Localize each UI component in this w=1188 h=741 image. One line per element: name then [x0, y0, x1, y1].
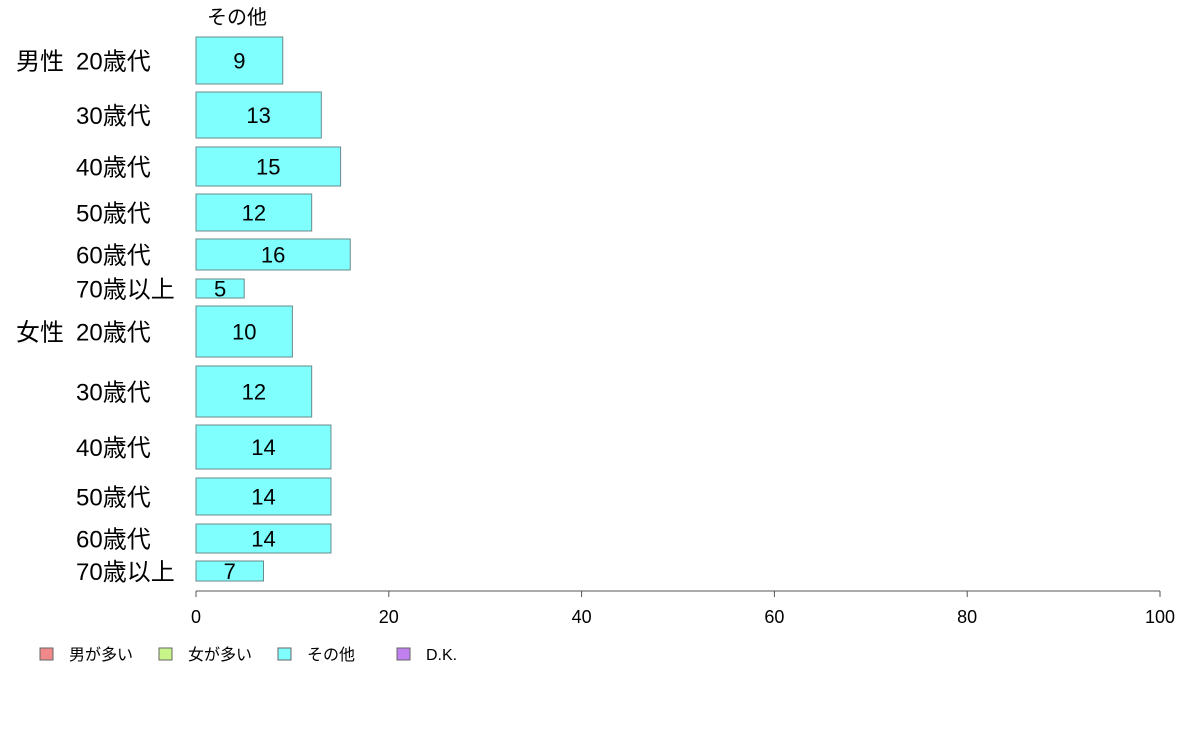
- bar-4: [195, 193, 313, 232]
- bar-group: 9 13 15 12 16 510 12 14 14 14 7: [195, 36, 351, 584]
- x-tick-label: 20: [379, 607, 399, 627]
- series-header-label: その他: [207, 6, 267, 29]
- bar-2: [195, 91, 322, 139]
- category-label: 50歳代: [76, 485, 151, 512]
- category-label: 20歳代: [76, 320, 151, 347]
- bar-10: [195, 477, 332, 516]
- x-tick-label: 60: [764, 607, 784, 627]
- x-tick-label: 80: [957, 607, 977, 627]
- data-label-7: 10: [232, 320, 256, 345]
- legend-swatch: [39, 647, 54, 661]
- category-label: 60歳代: [76, 243, 151, 270]
- data-label-8: 12: [242, 380, 266, 405]
- category-label: 30歳代: [76, 380, 151, 407]
- legend-swatch: [277, 647, 292, 661]
- bar-12: [195, 560, 264, 582]
- data-label-3: 15: [256, 155, 280, 180]
- legend: 男が多い 女が多い その他 D.K.: [39, 645, 457, 664]
- category-label: 70歳以上: [76, 277, 175, 304]
- data-label-1: 9: [233, 49, 245, 74]
- category-label: 20歳代: [76, 49, 151, 76]
- bar-9: [195, 424, 332, 470]
- data-label-6: 5: [214, 277, 226, 302]
- data-label-9: 14: [251, 435, 275, 460]
- x-tick-label: 40: [572, 607, 592, 627]
- data-label-4: 12: [242, 201, 266, 226]
- legend-label: D.K.: [426, 647, 457, 664]
- category-labels: 20歳代男性30歳代40歳代50歳代60歳代70歳以上20歳代女性30歳代40歳…: [16, 49, 175, 587]
- data-label-11: 14: [251, 527, 275, 552]
- legend-label: その他: [307, 646, 355, 664]
- category-label: 50歳代: [76, 201, 151, 228]
- bar-11: [195, 523, 332, 554]
- group-label: 女性: [16, 320, 64, 347]
- category-label: 40歳代: [76, 155, 151, 182]
- x-axis: 0 20 40 60 80 100: [191, 590, 1175, 627]
- bar-5: [195, 238, 351, 271]
- legend-swatch: [158, 647, 173, 661]
- bar-8: [195, 365, 313, 418]
- data-label-12: 7: [224, 559, 236, 584]
- group-label: 男性: [16, 49, 64, 76]
- bar-1: [195, 36, 284, 85]
- legend-label: 女が多い: [188, 645, 252, 664]
- x-tick-label: 100: [1145, 607, 1175, 627]
- bar-3: [195, 146, 342, 187]
- data-label-10: 14: [251, 485, 275, 510]
- category-label: 70歳以上: [76, 559, 175, 586]
- legend-label: 男が多い: [69, 646, 133, 664]
- category-label: 30歳代: [76, 103, 151, 130]
- legend-swatch: [396, 647, 411, 661]
- category-label: 40歳代: [76, 435, 151, 462]
- bar-7: [195, 305, 293, 358]
- data-label-2: 13: [246, 103, 270, 128]
- bar-6: [195, 278, 245, 299]
- data-label-5: 16: [261, 243, 285, 268]
- x-tick-label: 0: [191, 607, 201, 627]
- category-label: 60歳代: [76, 527, 151, 554]
